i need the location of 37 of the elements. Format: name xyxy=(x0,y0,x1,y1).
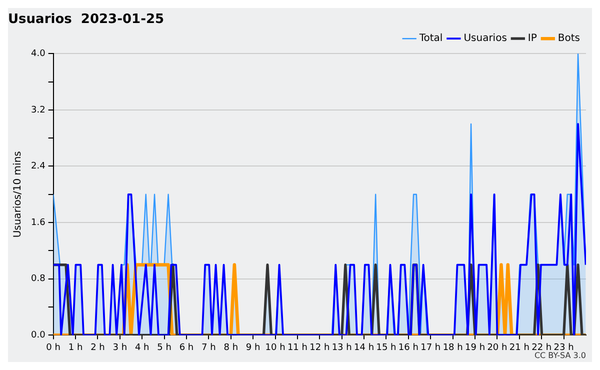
x-tick-label: 10 h xyxy=(265,342,286,353)
legend-label: Bots xyxy=(558,33,580,44)
y-tick-label: 1.6 xyxy=(30,218,46,228)
x-tick-label: 18 h xyxy=(442,342,463,353)
x-tick-label: 14 h xyxy=(354,342,374,353)
x-tick-label: 1 h xyxy=(68,342,83,353)
x-tick-label: 13 h xyxy=(332,342,352,353)
y-tick-label: 0.8 xyxy=(30,274,46,284)
x-tick-label: 19 h xyxy=(465,342,486,353)
x-tick-label: 16 h xyxy=(398,342,418,353)
legend-label: Usuarios xyxy=(464,33,507,44)
x-tick-label: 12 h xyxy=(310,342,330,353)
x-tick-label: 15 h xyxy=(376,342,396,353)
legend-label: IP xyxy=(528,33,537,44)
x-tick-label: 4 h xyxy=(134,342,150,353)
x-tick-label: 8 h xyxy=(224,342,238,353)
legend-label: Total xyxy=(418,33,443,44)
x-tick-label: 0 h xyxy=(46,342,60,353)
x-tick-label: 17 h xyxy=(420,342,441,353)
x-tick-label: 6 h xyxy=(179,342,194,353)
y-axis-title: Usuarios/10 mins xyxy=(12,151,24,238)
x-tick-label: 3 h xyxy=(112,342,128,353)
x-tick-label: 9 h xyxy=(246,342,260,353)
text: CC BY-SA 3.0 xyxy=(534,351,586,360)
x-tick-label: 21 h xyxy=(509,342,530,353)
y-tick-label: 4.0 xyxy=(30,48,46,59)
x-tick-label: 2 h xyxy=(90,342,105,353)
x-tick-label: 20 h xyxy=(487,342,508,353)
y-tick-label: 0.0 xyxy=(30,330,46,341)
y-tick-label: 3.2 xyxy=(30,105,46,116)
x-tick-label: 5 h xyxy=(157,342,172,353)
x-tick-label: 7 h xyxy=(202,342,216,353)
x-tick-label: 22 h xyxy=(532,342,552,353)
chart-title: Usuarios 2023-01-25 xyxy=(8,12,164,28)
x-tick-label: 23 h xyxy=(554,342,574,353)
y-tick-label: 2.4 xyxy=(30,162,46,172)
x-tick-label: 11 h xyxy=(287,342,308,353)
